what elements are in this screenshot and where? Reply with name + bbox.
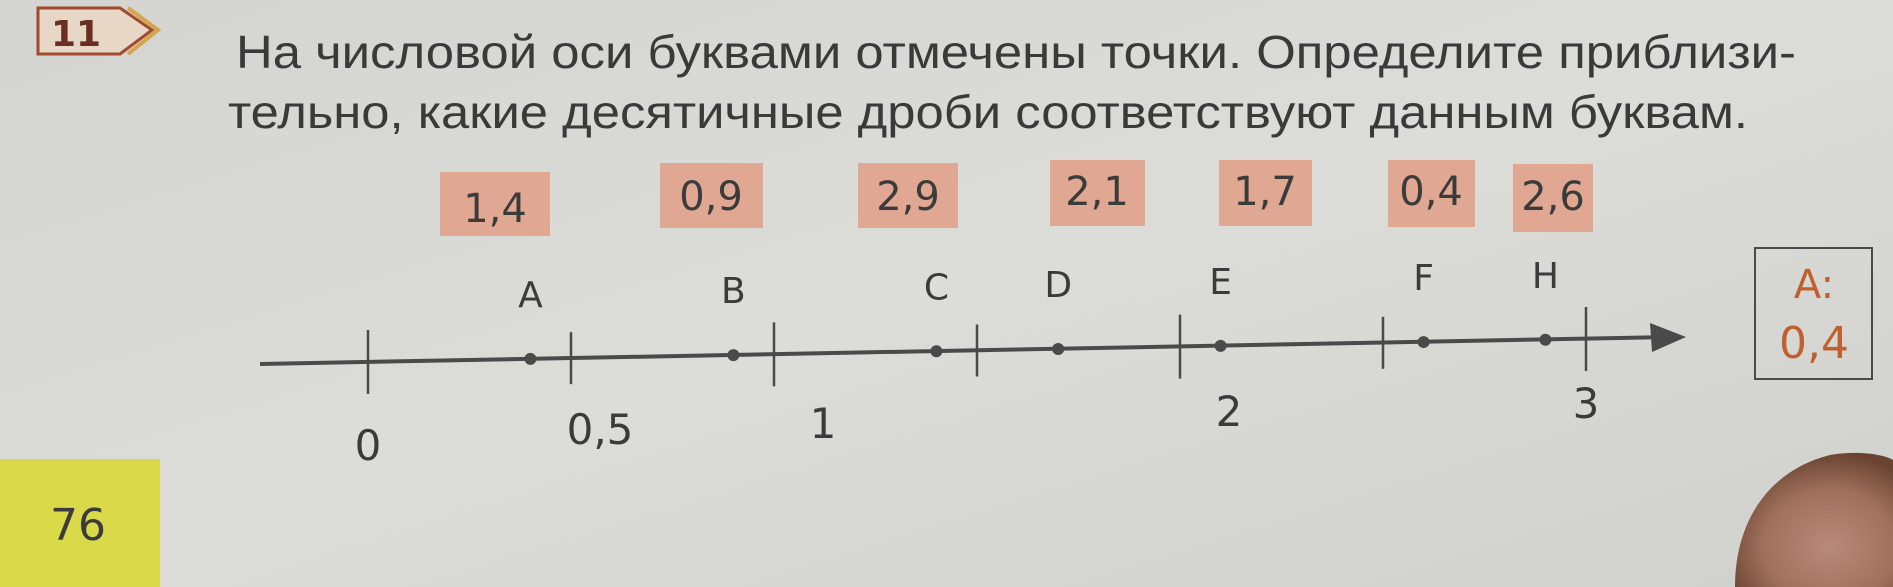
option-value: 2,6 (1521, 174, 1585, 220)
tick-label: 1 (810, 399, 837, 448)
option-box: 1,7 (1219, 160, 1312, 226)
axis-line (259, 335, 1671, 366)
option-box: 0,4 (1388, 160, 1475, 227)
answer-value: 0,4 (1779, 318, 1849, 369)
option-box: 2,9 (858, 163, 958, 228)
point-c (930, 345, 943, 358)
point-a (524, 352, 537, 365)
arrow-head-icon (1650, 323, 1686, 352)
instruction-line-1: На числовой оси буквами отмечены точки. … (236, 26, 1796, 78)
point-d (1052, 342, 1065, 355)
point-label: A (518, 275, 543, 316)
point-b (727, 349, 740, 362)
tick-label: 0 (355, 421, 382, 470)
instruction-line-2: тельно, какие десятичные дроби соответст… (228, 86, 1748, 138)
option-box: 2,1 (1050, 160, 1145, 226)
point-h (1539, 333, 1552, 346)
point-label: E (1209, 262, 1232, 303)
exercise-number: 11 (51, 14, 101, 55)
option-value: 1,4 (463, 186, 527, 232)
finger-photo (1735, 452, 1893, 587)
option-value: 1,7 (1233, 169, 1297, 215)
point-f (1417, 336, 1430, 349)
option-value: 2,9 (876, 174, 940, 220)
page-number-tag: 76 (0, 459, 160, 587)
answer-box: A: 0,4 (1754, 247, 1873, 380)
option-box: 1,4 (440, 172, 550, 236)
option-value: 0,9 (679, 174, 743, 220)
page-number: 76 (50, 500, 106, 551)
point-e (1214, 339, 1227, 352)
option-box: 2,6 (1513, 164, 1593, 232)
tick-label: 0,5 (567, 405, 634, 454)
point-label: D (1044, 265, 1072, 306)
point-label: H (1532, 256, 1559, 297)
point-label: F (1413, 258, 1434, 299)
tick-label: 2 (1216, 387, 1243, 436)
option-box: 0,9 (660, 163, 763, 228)
answer-label: A: (1794, 262, 1834, 308)
option-value: 0,4 (1399, 169, 1463, 215)
point-label: B (721, 271, 746, 312)
tick-label: 3 (1573, 379, 1600, 428)
option-value: 2,1 (1065, 169, 1129, 215)
exercise-number-badge: 11 (36, 6, 162, 56)
point-label: C (924, 267, 949, 308)
